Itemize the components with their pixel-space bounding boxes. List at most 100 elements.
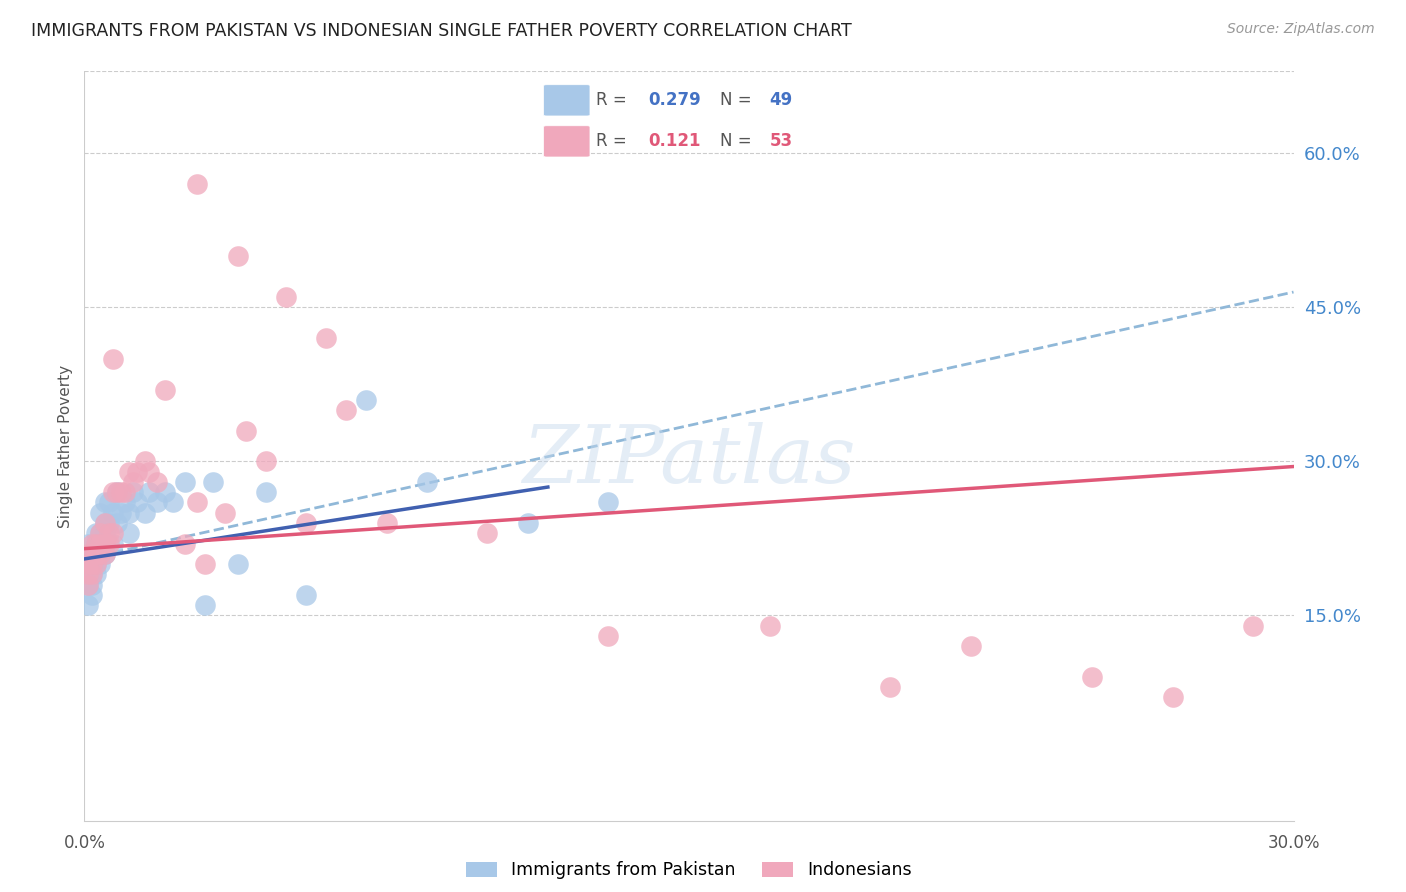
Point (77, 567, 100, 582)
Point (186, 495, 208, 509)
Point (93, 526, 115, 541)
Text: 49: 49 (769, 91, 793, 109)
Point (235, 424, 257, 438)
Point (77, 598, 100, 612)
Point (97, 495, 120, 509)
Point (101, 536, 124, 550)
Point (93, 536, 115, 550)
Point (226, 249, 249, 263)
Point (125, 495, 148, 509)
Point (89, 536, 111, 550)
Point (97, 536, 120, 550)
FancyBboxPatch shape (544, 85, 591, 116)
Point (186, 178, 208, 192)
Point (1241, 618, 1264, 632)
Text: ZIPatlas: ZIPatlas (522, 422, 856, 500)
Point (153, 485, 176, 500)
Legend: Immigrants from Pakistan, Indonesians: Immigrants from Pakistan, Indonesians (467, 862, 911, 880)
Point (114, 495, 136, 509)
Point (516, 516, 538, 530)
Point (86, 526, 108, 541)
Point (77, 567, 100, 582)
Point (86, 567, 108, 582)
Point (105, 516, 128, 530)
Text: R =: R = (596, 132, 637, 150)
Point (86, 547, 108, 561)
Point (194, 598, 217, 612)
Point (134, 454, 156, 468)
Point (194, 557, 217, 571)
Text: IMMIGRANTS FROM PAKISTAN VS INDONESIAN SINGLE FATHER POVERTY CORRELATION CHART: IMMIGRANTS FROM PAKISTAN VS INDONESIAN S… (31, 22, 852, 40)
Point (118, 465, 141, 479)
Text: 53: 53 (769, 132, 793, 150)
Point (77, 536, 100, 550)
Point (77, 547, 100, 561)
Point (226, 557, 249, 571)
Point (121, 485, 143, 500)
Point (118, 526, 141, 541)
Point (274, 290, 297, 304)
Point (105, 485, 128, 500)
Point (295, 588, 318, 602)
Point (114, 485, 136, 500)
Point (598, 629, 620, 643)
Text: R =: R = (596, 91, 633, 109)
Point (153, 383, 176, 397)
Point (82, 547, 104, 561)
Text: 0.121: 0.121 (648, 132, 702, 150)
Point (77, 557, 100, 571)
Point (82, 557, 104, 571)
Point (1161, 690, 1184, 705)
Point (93, 547, 115, 561)
Point (174, 536, 197, 550)
Point (146, 495, 169, 509)
Text: 0.279: 0.279 (648, 91, 702, 109)
Point (101, 351, 124, 366)
Point (97, 526, 120, 541)
Point (356, 392, 378, 407)
Point (82, 536, 104, 550)
Point (960, 639, 983, 653)
Point (82, 557, 104, 571)
Point (77, 557, 100, 571)
Point (315, 331, 337, 345)
Point (174, 475, 197, 489)
Point (254, 454, 277, 468)
Point (879, 680, 901, 694)
Point (89, 547, 111, 561)
Point (254, 485, 277, 500)
Point (214, 506, 236, 520)
Point (86, 557, 108, 571)
Point (146, 475, 169, 489)
Point (101, 506, 124, 520)
Point (101, 485, 124, 500)
Point (93, 495, 115, 509)
Point (295, 516, 318, 530)
Point (138, 485, 160, 500)
Point (110, 506, 132, 520)
Point (86, 536, 108, 550)
Point (82, 567, 104, 582)
Point (77, 577, 100, 591)
Point (86, 557, 108, 571)
Point (335, 403, 357, 417)
Point (89, 506, 111, 520)
Point (82, 567, 104, 582)
Point (110, 485, 132, 500)
Point (134, 506, 156, 520)
Point (121, 475, 143, 489)
Point (477, 526, 499, 541)
Point (93, 547, 115, 561)
Point (93, 516, 115, 530)
Text: Source: ZipAtlas.com: Source: ZipAtlas.com (1227, 22, 1375, 37)
Point (138, 465, 160, 479)
Point (105, 485, 128, 500)
Point (202, 475, 225, 489)
Point (101, 526, 124, 541)
Point (89, 557, 111, 571)
Text: N =: N = (720, 91, 756, 109)
Point (416, 475, 439, 489)
Point (89, 547, 111, 561)
Point (82, 547, 104, 561)
FancyBboxPatch shape (544, 126, 591, 157)
